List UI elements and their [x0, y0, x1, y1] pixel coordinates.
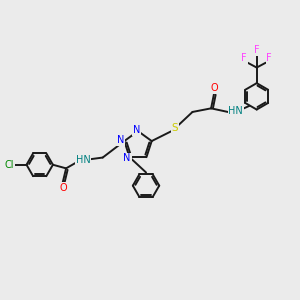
- Text: N: N: [123, 153, 131, 163]
- Text: F: F: [266, 53, 272, 63]
- Text: S: S: [172, 124, 178, 134]
- Text: O: O: [60, 183, 67, 193]
- Text: N: N: [133, 125, 140, 135]
- Text: F: F: [254, 45, 260, 55]
- Text: HN: HN: [76, 155, 91, 165]
- Text: Cl: Cl: [4, 160, 14, 170]
- Text: HN: HN: [228, 106, 243, 116]
- Text: F: F: [241, 53, 247, 63]
- Text: N: N: [117, 136, 124, 146]
- Text: O: O: [210, 83, 218, 93]
